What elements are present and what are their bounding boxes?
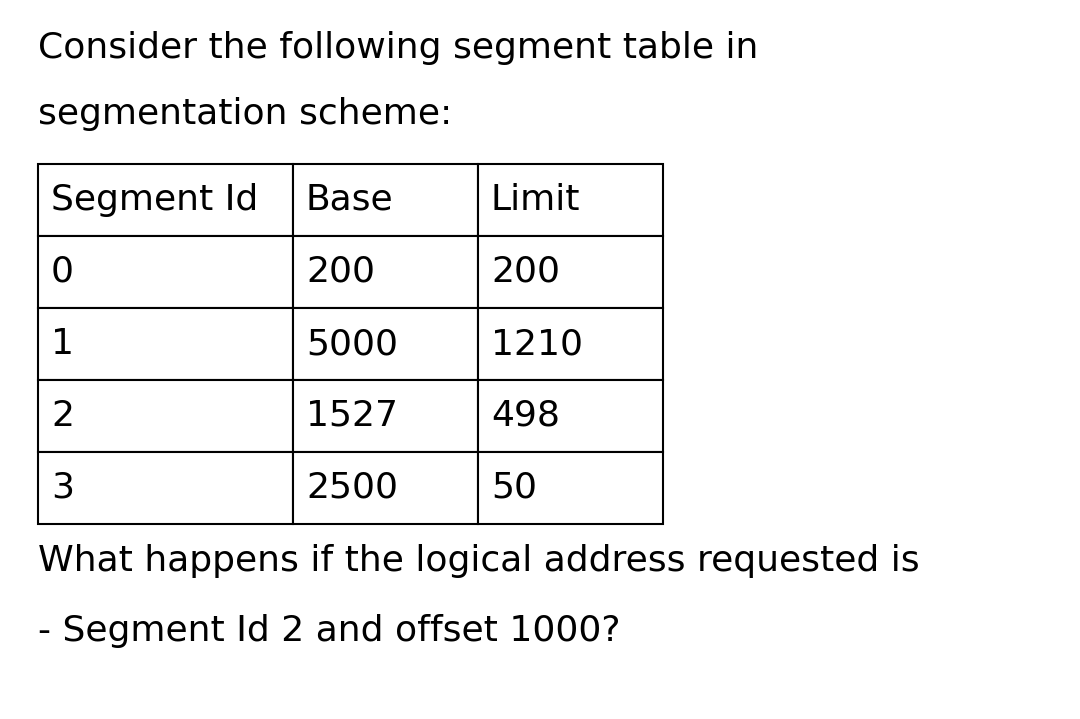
- Bar: [293, 164, 478, 236]
- Bar: [293, 308, 478, 380]
- Bar: [38, 452, 293, 524]
- Text: 1527: 1527: [306, 399, 399, 433]
- Text: 2: 2: [51, 399, 75, 433]
- Text: What happens if the logical address requested is: What happens if the logical address requ…: [38, 544, 920, 578]
- Text: 2500: 2500: [306, 471, 399, 505]
- Bar: [38, 380, 293, 452]
- Text: Segment Id: Segment Id: [51, 183, 258, 217]
- Bar: [293, 236, 478, 308]
- Text: 1210: 1210: [491, 327, 583, 361]
- Bar: [293, 380, 478, 452]
- Text: 5000: 5000: [306, 327, 399, 361]
- Text: Consider the following segment table in: Consider the following segment table in: [38, 31, 758, 65]
- Bar: [478, 452, 663, 524]
- Text: 200: 200: [306, 255, 375, 289]
- Text: Limit: Limit: [491, 183, 581, 217]
- Bar: [293, 452, 478, 524]
- Bar: [478, 164, 663, 236]
- Text: 1: 1: [51, 327, 75, 361]
- Text: segmentation scheme:: segmentation scheme:: [38, 97, 453, 131]
- Text: 200: 200: [491, 255, 561, 289]
- Bar: [38, 236, 293, 308]
- Bar: [38, 164, 293, 236]
- Text: - Segment Id 2 and offset 1000?: - Segment Id 2 and offset 1000?: [38, 614, 621, 648]
- Bar: [478, 236, 663, 308]
- Text: 0: 0: [51, 255, 75, 289]
- Bar: [478, 380, 663, 452]
- Bar: [38, 308, 293, 380]
- Bar: [478, 308, 663, 380]
- Text: 3: 3: [51, 471, 75, 505]
- Text: Base: Base: [306, 183, 393, 217]
- Text: 50: 50: [491, 471, 537, 505]
- Text: 498: 498: [491, 399, 561, 433]
